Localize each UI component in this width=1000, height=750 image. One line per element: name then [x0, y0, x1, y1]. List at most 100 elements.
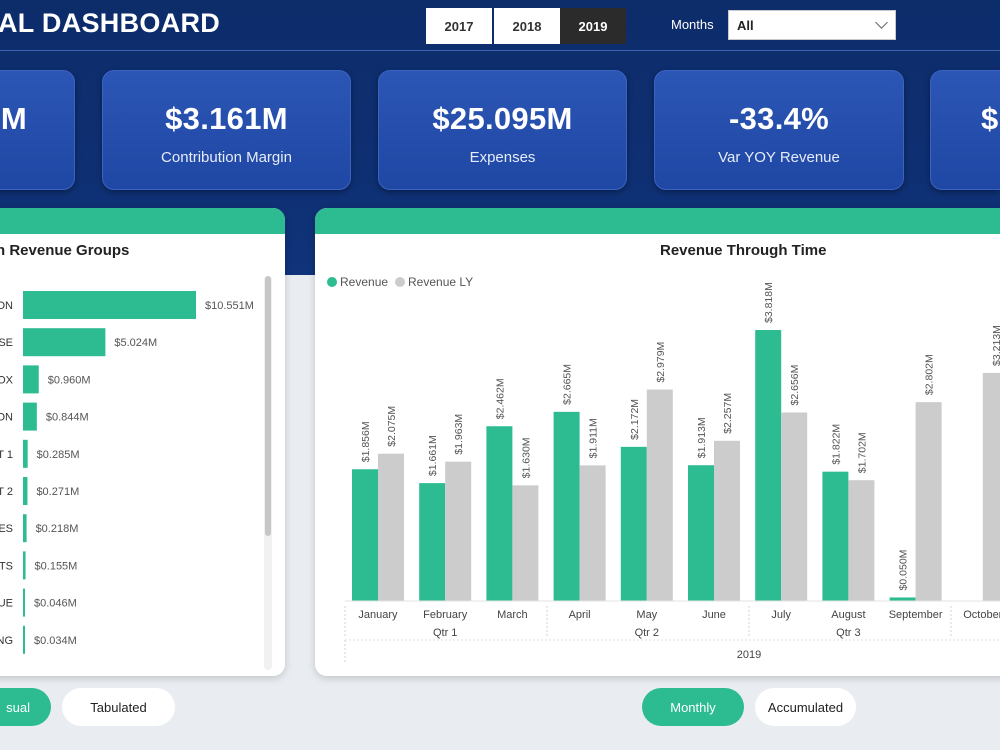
bar-revenue[interactable] [486, 426, 513, 601]
revenue-through-time-chart: Revenue Revenue LY $1.856M $2.075M January… [327, 275, 1000, 663]
bar[interactable] [23, 588, 25, 617]
months-dropdown[interactable]: All [728, 10, 896, 40]
bar[interactable] [23, 328, 106, 357]
data-label: $0.844M [46, 412, 89, 424]
bar-revenue-ly[interactable] [982, 372, 1000, 601]
data-label: $2.656M [789, 365, 801, 406]
category-label: SE [0, 337, 13, 349]
data-label: $2.257M [722, 393, 734, 434]
bar[interactable] [23, 625, 25, 654]
data-label: $0.046M [34, 598, 77, 610]
bar-revenue[interactable] [352, 469, 378, 601]
category-label: T 2 [0, 486, 13, 498]
bar-revenue[interactable] [889, 597, 916, 601]
data-label: $2.172M [629, 399, 641, 440]
bar-revenue[interactable] [620, 446, 647, 601]
month-label: August [831, 609, 865, 621]
bar-revenue-ly[interactable] [714, 440, 740, 601]
data-label: $0.960M [48, 374, 91, 386]
year-button-2019[interactable]: 2019 [560, 8, 626, 44]
bar[interactable] [23, 402, 37, 431]
kpi-card-var-yoy-revenue: -33.4% Var YOY Revenue [654, 70, 904, 190]
toggle-accumulated-button[interactable]: Accumulated [755, 688, 856, 726]
toggle-visual-label: sual [6, 699, 30, 715]
kpi-value: M [0, 101, 27, 136]
data-label: $2.075M [386, 406, 398, 447]
quarter-label: Qtr 1 [433, 627, 457, 639]
chevron-down-icon [875, 16, 888, 29]
bar[interactable] [23, 477, 28, 505]
data-label: $0.050M [898, 550, 910, 591]
data-label: $1.913M [696, 417, 708, 458]
category-label: ES [0, 523, 13, 535]
bar-revenue[interactable] [553, 411, 580, 601]
kpi-value: $25.095M [432, 101, 573, 136]
year-button-2018[interactable]: 2018 [494, 8, 560, 44]
revenue-through-time-panel: Revenue Through Time Revenue Revenue LY … [315, 208, 1000, 676]
data-label: $0.285M [37, 449, 80, 461]
month-label: July [771, 609, 791, 621]
data-label: $1.822M [830, 424, 842, 465]
data-label: $2.665M [562, 364, 574, 405]
page-title: AL DASHBOARD [0, 8, 221, 38]
kpi-value: $ [981, 101, 999, 136]
data-label: $2.462M [494, 378, 506, 419]
bar-revenue-ly[interactable] [378, 453, 404, 601]
bar[interactable] [23, 365, 39, 394]
data-label: $0.034M [34, 635, 77, 647]
year-button-2017[interactable]: 2017 [426, 8, 492, 44]
month-label: September [889, 609, 943, 621]
scrollbar-thumb[interactable] [265, 276, 271, 536]
bar-revenue[interactable] [688, 465, 714, 601]
month-label: May [636, 609, 657, 621]
bar[interactable] [23, 551, 26, 580]
revenue-groups-chart: ON $10.551M SE $5.024M OX $0.960M ON $0.844M T 1… [0, 276, 272, 670]
category-label: NG [0, 635, 13, 647]
data-label: $1.661M [427, 435, 439, 476]
data-label: $1.630M [520, 437, 532, 478]
bar-revenue-ly[interactable] [445, 461, 472, 601]
bar-revenue-ly[interactable] [781, 412, 808, 601]
data-label: $2.802M [924, 354, 936, 395]
toggle-monthly-button[interactable]: Monthly [642, 688, 744, 726]
data-label: $0.218M [36, 523, 79, 535]
panel-title: n Revenue Groups [0, 242, 130, 259]
legend-label-revenue-ly: Revenue LY [408, 275, 473, 289]
data-label: $2.979M [655, 342, 667, 383]
header-divider [0, 50, 1000, 51]
bar-revenue-ly[interactable] [512, 485, 539, 601]
bar[interactable] [23, 439, 28, 468]
kpi-label: Var YOY Revenue [718, 149, 840, 166]
bar-revenue-ly[interactable] [579, 465, 606, 601]
bar[interactable] [23, 291, 196, 319]
months-selected-value: All [737, 17, 754, 33]
bar-revenue[interactable] [822, 471, 849, 601]
revenue-groups-panel: n Revenue Groups ON $10.551M SE $5.024M OX $0… [0, 208, 285, 676]
bar-revenue-ly[interactable] [848, 480, 875, 601]
toggle-tabulated-button[interactable]: Tabulated [62, 688, 175, 726]
kpi-value: -33.4% [728, 101, 830, 136]
kpi-card-expenses: $25.095M Expenses [378, 70, 627, 190]
bar[interactable] [23, 514, 27, 543]
legend-label-revenue: Revenue [340, 275, 388, 289]
bar-revenue[interactable] [419, 483, 446, 601]
kpi-value: $3.161M [165, 101, 288, 136]
bar-revenue[interactable] [755, 330, 782, 601]
data-label: $1.963M [453, 414, 465, 455]
bar-revenue-ly[interactable] [915, 402, 942, 601]
data-label: $1.911M [588, 418, 600, 458]
quarter-label: Qtr 3 [836, 627, 860, 639]
toggle-visual-button[interactable]: sual [0, 688, 51, 726]
category-label: TS [0, 560, 13, 572]
bar-revenue-ly[interactable] [646, 389, 673, 601]
data-label: $1.856M [360, 421, 372, 462]
month-label: March [497, 609, 528, 621]
kpi-label: Contribution Margin [161, 149, 292, 166]
category-label: ON [0, 300, 13, 312]
category-label: OX [0, 374, 14, 386]
year-label: 2019 [737, 649, 761, 661]
kpi-card-revenue: M [0, 70, 75, 190]
month-label: January [358, 609, 398, 621]
data-label: $3.818M [763, 282, 775, 323]
category-label: T 1 [0, 449, 13, 461]
